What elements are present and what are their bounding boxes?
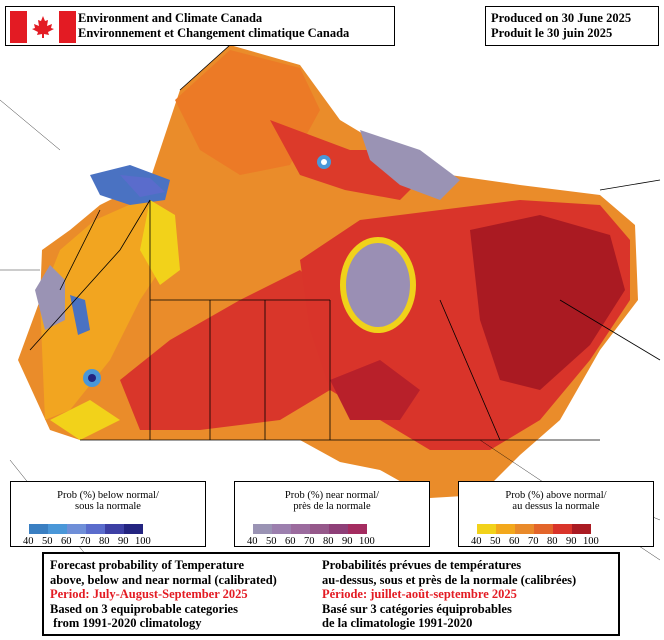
prairie-yellow-band: [50, 400, 120, 440]
agency-name-fr: Environnement et Changement climatique C…: [78, 26, 350, 40]
legend-above-title-fr: au dessus la normale: [512, 501, 600, 512]
production-date-box: Produced on 30 June 2025 Produit le 30 j…: [485, 6, 659, 46]
quebec-dark-red: [470, 215, 625, 390]
legend-above-tick: 90: [566, 536, 577, 547]
legend-above-swatch: [572, 524, 591, 534]
legend-near-swatch: [272, 524, 291, 534]
arctic-near-normal-core: [321, 159, 327, 165]
legend-below-title-fr: sous la normale: [75, 501, 141, 512]
arctic-red-zone: [270, 120, 430, 200]
bc-coast-near-normal: [35, 265, 65, 330]
legend-below-title-en: Prob (%) below normal/: [57, 490, 159, 501]
legend-below-swatch: [48, 524, 67, 534]
legend-below-tick: 70: [80, 536, 91, 547]
legend-below-swatch: [29, 524, 48, 534]
legend-near-tick: 70: [304, 536, 315, 547]
legend-near-swatch: [253, 524, 272, 534]
legend-near-swatch: [348, 524, 367, 534]
agency-header: Environment and Climate Canada Environne…: [5, 6, 395, 46]
legend-above-swatch: [515, 524, 534, 534]
legend-near-swatch: [329, 524, 348, 534]
produced-date-en: Produced on 30 June 2025: [491, 11, 632, 25]
info-fr-line5: de la climatologie 1991-2020: [322, 616, 473, 630]
info-en-line1: Forecast probability of Temperature: [50, 558, 245, 572]
info-fr-period: Période: juillet-août-septembre 2025: [322, 587, 517, 601]
vancouver-island-core: [88, 374, 96, 382]
legend-below-swatch: [105, 524, 124, 534]
legend-below-swatch: [67, 524, 86, 534]
legend-above-swatch: [496, 524, 515, 534]
legend-above-tick: 100: [583, 536, 599, 547]
hudson-bay-core: [346, 243, 410, 327]
legend-near-swatch: [310, 524, 329, 534]
legend-above-swatch: [477, 524, 496, 534]
legend-below-tick: 40: [23, 536, 34, 547]
legend-near-swatch: [291, 524, 310, 534]
legend-below-swatch: [86, 524, 105, 534]
border-lines: [29, 44, 661, 441]
legend-above-title-en: Prob (%) above normal/: [505, 490, 607, 501]
legend-below-tick: 100: [135, 536, 151, 547]
legend-above-swatch: [553, 524, 572, 534]
legend-near-tick: 100: [359, 536, 375, 547]
info-fr-line1: Probabilités prévues de températures: [322, 558, 522, 572]
info-en-period: Period: July-August-September 2025: [50, 587, 248, 601]
legend-below-tick: 90: [118, 536, 129, 547]
legend-below-tick: 50: [42, 536, 53, 547]
canada-flag: [10, 11, 76, 43]
legend-near-tick: 40: [247, 536, 258, 547]
legend-near-tick: 50: [266, 536, 277, 547]
central-red-zone: [120, 270, 360, 430]
bc-coast-below-normal: [70, 295, 90, 335]
info-fr-line4: Basé sur 3 catégories équiprobables: [322, 601, 512, 616]
north-east-near-normal: [360, 130, 460, 200]
legend-above-swatch: [534, 524, 553, 534]
info-en-line2: above, below and near normal (calibrated…: [50, 572, 277, 587]
legend-above-tick: 70: [528, 536, 539, 547]
legend-near-title-en: Prob (%) near normal/: [284, 490, 380, 501]
legend-near-tick: 60: [285, 536, 296, 547]
legend-below-swatch: [124, 524, 143, 534]
legend-near-title-fr: près de la normale: [293, 501, 371, 512]
produced-date-fr: Produit le 30 juin 2025: [491, 26, 613, 40]
western-orange-zone: [40, 200, 175, 420]
agency-name-en: Environment and Climate Canada: [78, 11, 263, 25]
maple-leaf-icon: [32, 16, 54, 38]
legend-below-tick: 80: [99, 536, 110, 547]
legend-near-tick: 90: [342, 536, 353, 547]
legend-below-normal: Prob (%) below normal/ sous la normale 4…: [10, 481, 206, 547]
legend-near-tick: 80: [323, 536, 334, 547]
forecast-info-box: Forecast probability of Temperature abov…: [42, 552, 620, 636]
info-en-line5: from 1991-2020 climatology: [50, 616, 202, 630]
info-en-line4: Based on 3 equiprobable categories: [50, 601, 238, 616]
legend-above-tick: 80: [547, 536, 558, 547]
legend-above-tick: 40: [471, 536, 482, 547]
ontario-dark-red: [330, 360, 420, 420]
yukon-below-core: [120, 175, 165, 197]
legend-above-tick: 60: [509, 536, 520, 547]
legend-above-tick: 50: [490, 536, 501, 547]
legend-above-normal: Prob (%) above normal/ au dessus la norm…: [458, 481, 654, 547]
info-fr-line2: au-dessus, sous et près de la normale (c…: [322, 572, 577, 587]
legend-below-tick: 60: [61, 536, 72, 547]
legend-near-normal: Prob (%) near normal/ près de la normale…: [234, 481, 430, 547]
